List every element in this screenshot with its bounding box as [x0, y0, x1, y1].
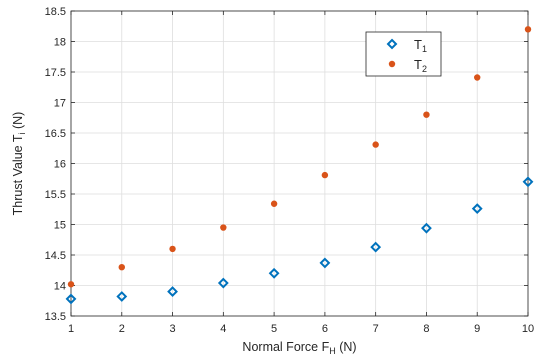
x-tick-label: 9: [474, 323, 480, 335]
y-tick-label: 13.5: [45, 311, 66, 323]
data-point-series-1: [319, 257, 331, 269]
data-point-series-1: [217, 277, 229, 289]
x-tick-label: 4: [220, 323, 226, 335]
data-point-series-2: [474, 74, 481, 81]
x-tick-label: 2: [119, 323, 125, 335]
data-points: [65, 26, 534, 305]
axis-ticks: 1 2 3 4 5 6 7 8 9 10 13.5 14 14.5 15 15.5 16 16.5 17 17.5 1…: [45, 6, 534, 335]
data-point-series-2: [372, 141, 379, 148]
data-point-series-2: [270, 200, 278, 207]
data-point-series-1: [268, 267, 280, 279]
y-tick-label: 16: [54, 159, 66, 171]
legend-marker-series-1: [386, 38, 398, 50]
x-tick-label: 10: [522, 323, 534, 335]
x-tick-label: 8: [423, 323, 429, 335]
y-tick-label: 14.5: [45, 250, 66, 262]
data-point-series-2: [118, 264, 125, 271]
legend-label-series-1: T1: [414, 37, 427, 54]
data-point-series-2: [220, 224, 227, 231]
data-point-series-2: [67, 281, 75, 288]
data-point-series-1: [65, 293, 77, 305]
y-tick-label: 15.5: [45, 189, 66, 201]
y-tick-label: 18: [54, 37, 66, 49]
y-axis-label: Thrust Value Ti (N): [11, 112, 27, 216]
legend-label-series-2: T2: [414, 57, 427, 74]
data-point-series-1: [471, 203, 483, 215]
legend-box: [365, 31, 442, 77]
x-tick-label: 7: [373, 323, 379, 335]
data-point-series-1: [522, 176, 534, 188]
data-point-series-2: [423, 111, 430, 118]
grid: [70, 10, 529, 317]
data-point-series-1: [421, 222, 432, 234]
data-point-series-1: [167, 286, 178, 298]
y-tick-label: 16.5: [45, 128, 66, 140]
y-tick-label: 17.5: [45, 67, 66, 79]
x-tick-label: 5: [271, 323, 277, 335]
x-axis-label: Normal Force FH (N): [242, 340, 356, 356]
data-point-series-1: [370, 241, 382, 253]
x-tick-label: 6: [322, 323, 328, 335]
data-point-series-2: [524, 26, 532, 33]
y-tick-label: 14: [54, 281, 66, 293]
x-tick-label: 3: [169, 323, 175, 335]
y-tick-label: 15: [54, 220, 66, 232]
y-tick-label: 17: [54, 98, 66, 110]
legend-marker-series-2: [388, 60, 396, 68]
x-tick-label: 1: [68, 323, 74, 335]
y-tick-label: 18.5: [45, 6, 66, 18]
data-point-series-2: [169, 245, 176, 253]
data-point-series-1: [116, 291, 128, 302]
data-point-series-2: [321, 171, 329, 179]
